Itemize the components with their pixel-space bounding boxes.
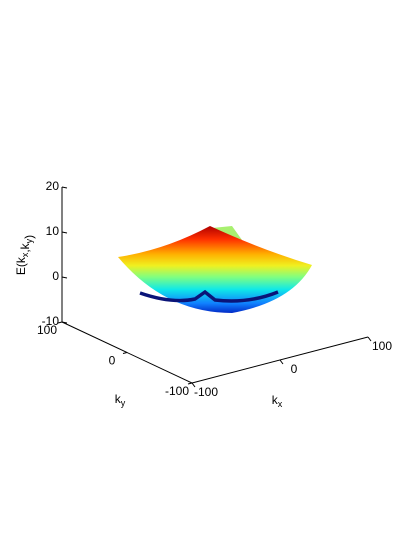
y-tick-label: 100 <box>37 323 57 337</box>
z-tick <box>61 186 68 189</box>
y-tick <box>187 382 193 385</box>
y-tick-label: 0 <box>109 354 116 368</box>
x-tick-label: 100 <box>372 339 392 353</box>
z-tick <box>61 276 68 279</box>
x-tick <box>367 336 372 342</box>
z-tick-label: 20 <box>46 179 60 193</box>
y-tick-label: -100 <box>165 384 189 398</box>
x-tick <box>191 382 196 388</box>
z-tick <box>61 231 68 234</box>
surface-contour <box>139 289 279 303</box>
surface-body <box>118 226 312 313</box>
surface-patch <box>212 226 242 240</box>
surface <box>118 226 312 313</box>
z-tick-label: 0 <box>52 269 59 283</box>
x-tick-label: 0 <box>291 362 298 376</box>
y-axis-label: ky <box>115 392 126 408</box>
y-tick <box>57 321 63 324</box>
z-tick-label: 10 <box>46 224 60 238</box>
x-tick <box>279 359 284 365</box>
z-tick-label: -10 <box>42 314 60 328</box>
x-axis-label: kx <box>272 393 283 409</box>
y-tick <box>122 352 128 354</box>
z-tick <box>61 321 68 324</box>
x-tick-label: -100 <box>194 385 218 399</box>
z-axis-label: E(kx,ky) <box>14 235 36 275</box>
